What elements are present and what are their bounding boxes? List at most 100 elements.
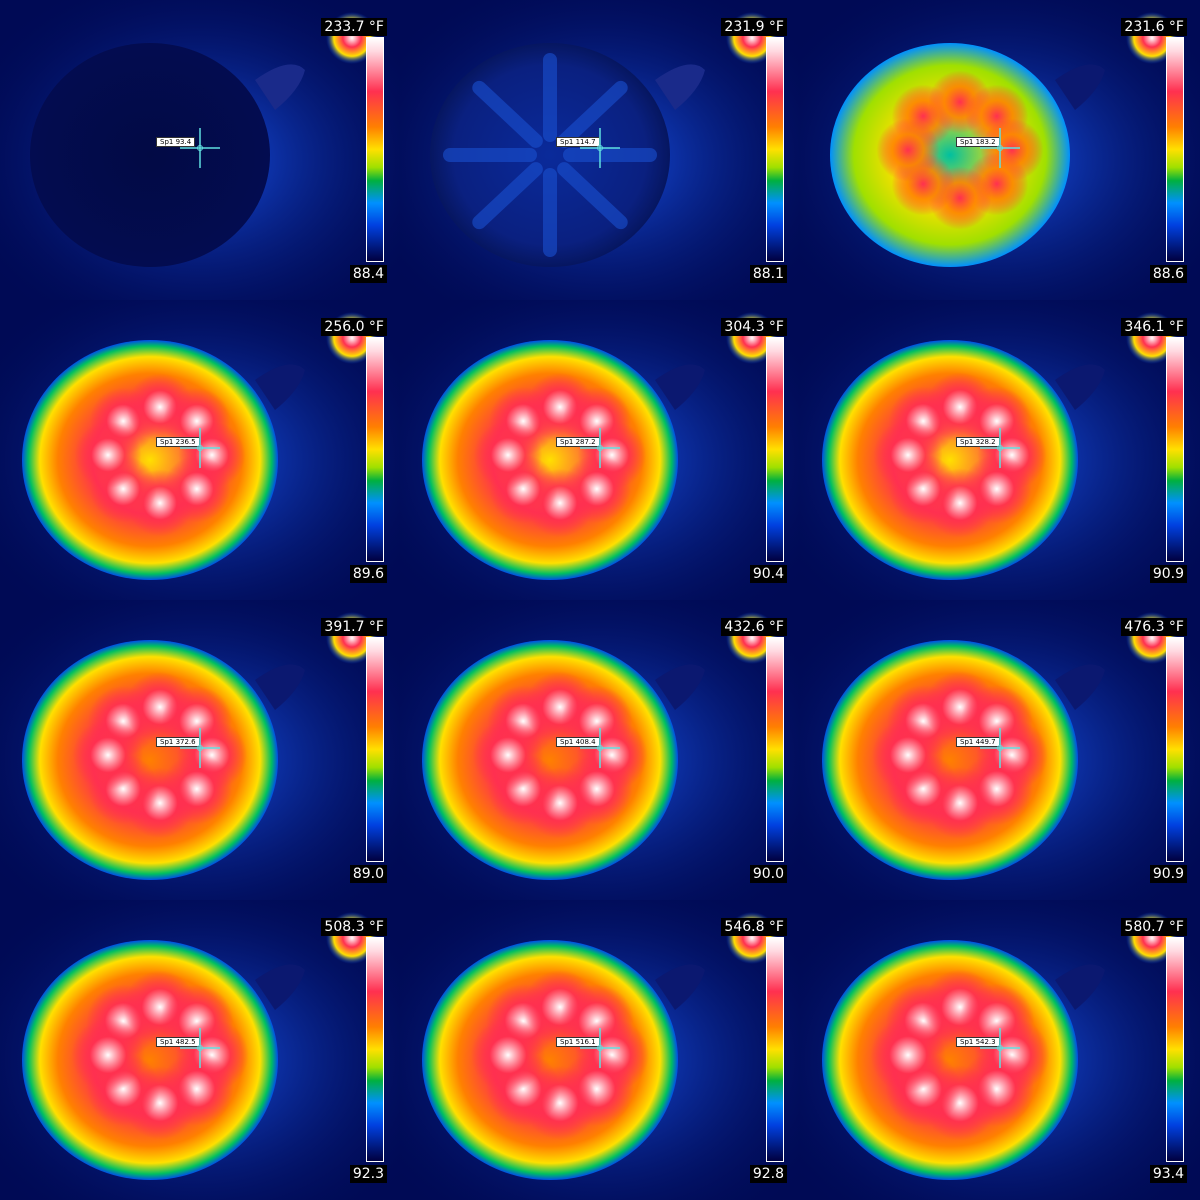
scale-max-label: 231.9 °F [721, 18, 787, 36]
pan-handle [255, 964, 305, 1010]
scale-min-label: 88.6 [1149, 265, 1187, 283]
spot-meter-label: Sp1 93.4 [156, 137, 196, 147]
skillet [830, 43, 1070, 267]
thermal-scene [0, 300, 400, 600]
scale-max-label: 346.1 °F [1121, 318, 1187, 336]
scale-min-label: 92.3 [349, 1165, 387, 1183]
flame-lobe [71, 1018, 145, 1092]
skillet [30, 43, 270, 267]
skillet [422, 640, 678, 880]
thermal-scene [400, 600, 800, 900]
crosshair-icon [980, 1028, 1020, 1068]
thermal-frame-8: 432.6 °F 90.0 Sp1 408.4 [400, 600, 800, 900]
skillet [822, 340, 1078, 580]
skillet [22, 340, 278, 580]
crosshair-icon [180, 728, 220, 768]
flame-lobe [873, 420, 943, 490]
skillet [22, 940, 278, 1180]
spot-meter-label: Sp1 516.1 [556, 1037, 600, 1047]
scale-min-label: 93.4 [1149, 1165, 1187, 1183]
pan-handle [1055, 364, 1105, 410]
pan-surface [30, 43, 270, 267]
color-scale-bar [766, 337, 784, 562]
color-scale-bar [366, 637, 384, 862]
crosshair-icon [180, 128, 220, 168]
pan-handle [255, 364, 305, 410]
spot-meter-label: Sp1 542.3 [956, 1037, 1000, 1047]
crosshair-icon [180, 428, 220, 468]
thermal-frame-10: 508.3 °F 92.3 Sp1 482.5 [0, 900, 400, 1200]
thermal-frame-1: 233.7 °F 88.4 Sp1 93.4 [0, 0, 400, 300]
flame-lobe [72, 719, 144, 791]
scale-min-label: 89.6 [349, 565, 387, 583]
pan-handle [655, 64, 705, 110]
crosshair-icon [180, 1028, 220, 1068]
pan-handle [1055, 964, 1105, 1010]
pan-rib [557, 162, 628, 230]
scale-min-label: 90.4 [749, 565, 787, 583]
spot-meter-label: Sp1 372.6 [156, 737, 200, 747]
thermal-scene [800, 600, 1200, 900]
scale-max-label: 391.7 °F [321, 618, 387, 636]
pan-handle [655, 364, 705, 410]
color-scale-bar [366, 337, 384, 562]
scale-max-label: 231.6 °F [1121, 18, 1187, 36]
crosshair-icon [980, 728, 1020, 768]
color-scale-bar [366, 937, 384, 1162]
thermal-frame-4: 256.0 °F 89.6 Sp1 236.5 [0, 300, 400, 600]
scale-max-label: 508.3 °F [321, 918, 387, 936]
pan-handle [255, 64, 305, 110]
scale-min-label: 90.0 [749, 865, 787, 883]
pan-rib [472, 80, 543, 148]
pan-handle [1055, 64, 1105, 110]
pan-rib [472, 162, 543, 230]
crosshair-icon [580, 128, 620, 168]
color-scale-bar [766, 937, 784, 1162]
thermal-frame-3: 231.6 °F 88.6 Sp1 183.2 [800, 0, 1200, 300]
pan-handle [655, 664, 705, 710]
flame-lobe [473, 420, 543, 490]
crosshair-icon [580, 728, 620, 768]
scale-max-label: 432.6 °F [721, 618, 787, 636]
scale-min-label: 90.9 [1149, 865, 1187, 883]
flame-lobe [471, 1018, 545, 1092]
spot-meter-label: Sp1 287.2 [556, 437, 600, 447]
flame-lobe [876, 118, 940, 182]
crosshair-icon [980, 428, 1020, 468]
flame-lobe [872, 719, 944, 791]
thermal-frame-7: 391.7 °F 89.0 Sp1 372.6 [0, 600, 400, 900]
color-scale-bar [766, 637, 784, 862]
thermal-frame-11: 546.8 °F 92.8 Sp1 516.1 [400, 900, 800, 1200]
spot-meter-label: Sp1 114.7 [556, 137, 600, 147]
crosshair-icon [580, 1028, 620, 1068]
color-scale-bar [1166, 937, 1184, 1162]
pan-handle [1055, 664, 1105, 710]
skillet [422, 340, 678, 580]
spot-meter-label: Sp1 183.2 [956, 137, 1000, 147]
skillet [822, 940, 1078, 1180]
color-scale-bar [366, 37, 384, 262]
thermal-frame-6: 346.1 °F 90.9 Sp1 328.2 [800, 300, 1200, 600]
skillet [422, 940, 678, 1180]
scale-max-label: 304.3 °F [721, 318, 787, 336]
color-scale-bar [1166, 637, 1184, 862]
thermal-frame-12: 580.7 °F 93.4 Sp1 542.3 [800, 900, 1200, 1200]
scale-min-label: 88.1 [749, 265, 787, 283]
color-scale-bar [766, 37, 784, 262]
skillet [22, 640, 278, 880]
flame-lobe [74, 421, 142, 489]
flame-lobe [870, 1017, 946, 1093]
spot-meter-label: Sp1 449.7 [956, 737, 1000, 747]
color-scale-bar [1166, 37, 1184, 262]
scale-min-label: 88.4 [349, 265, 387, 283]
scale-min-label: 92.8 [749, 1165, 787, 1183]
thermal-frame-2: 231.9 °F 88.1 Sp1 114.7 [400, 0, 800, 300]
spot-meter-label: Sp1 236.5 [156, 437, 200, 447]
thermal-scene [800, 300, 1200, 600]
flame-lobe [472, 719, 544, 791]
scale-min-label: 89.0 [349, 865, 387, 883]
crosshair-icon [580, 428, 620, 468]
color-scale-bar [1166, 337, 1184, 562]
crosshair-icon [980, 128, 1020, 168]
